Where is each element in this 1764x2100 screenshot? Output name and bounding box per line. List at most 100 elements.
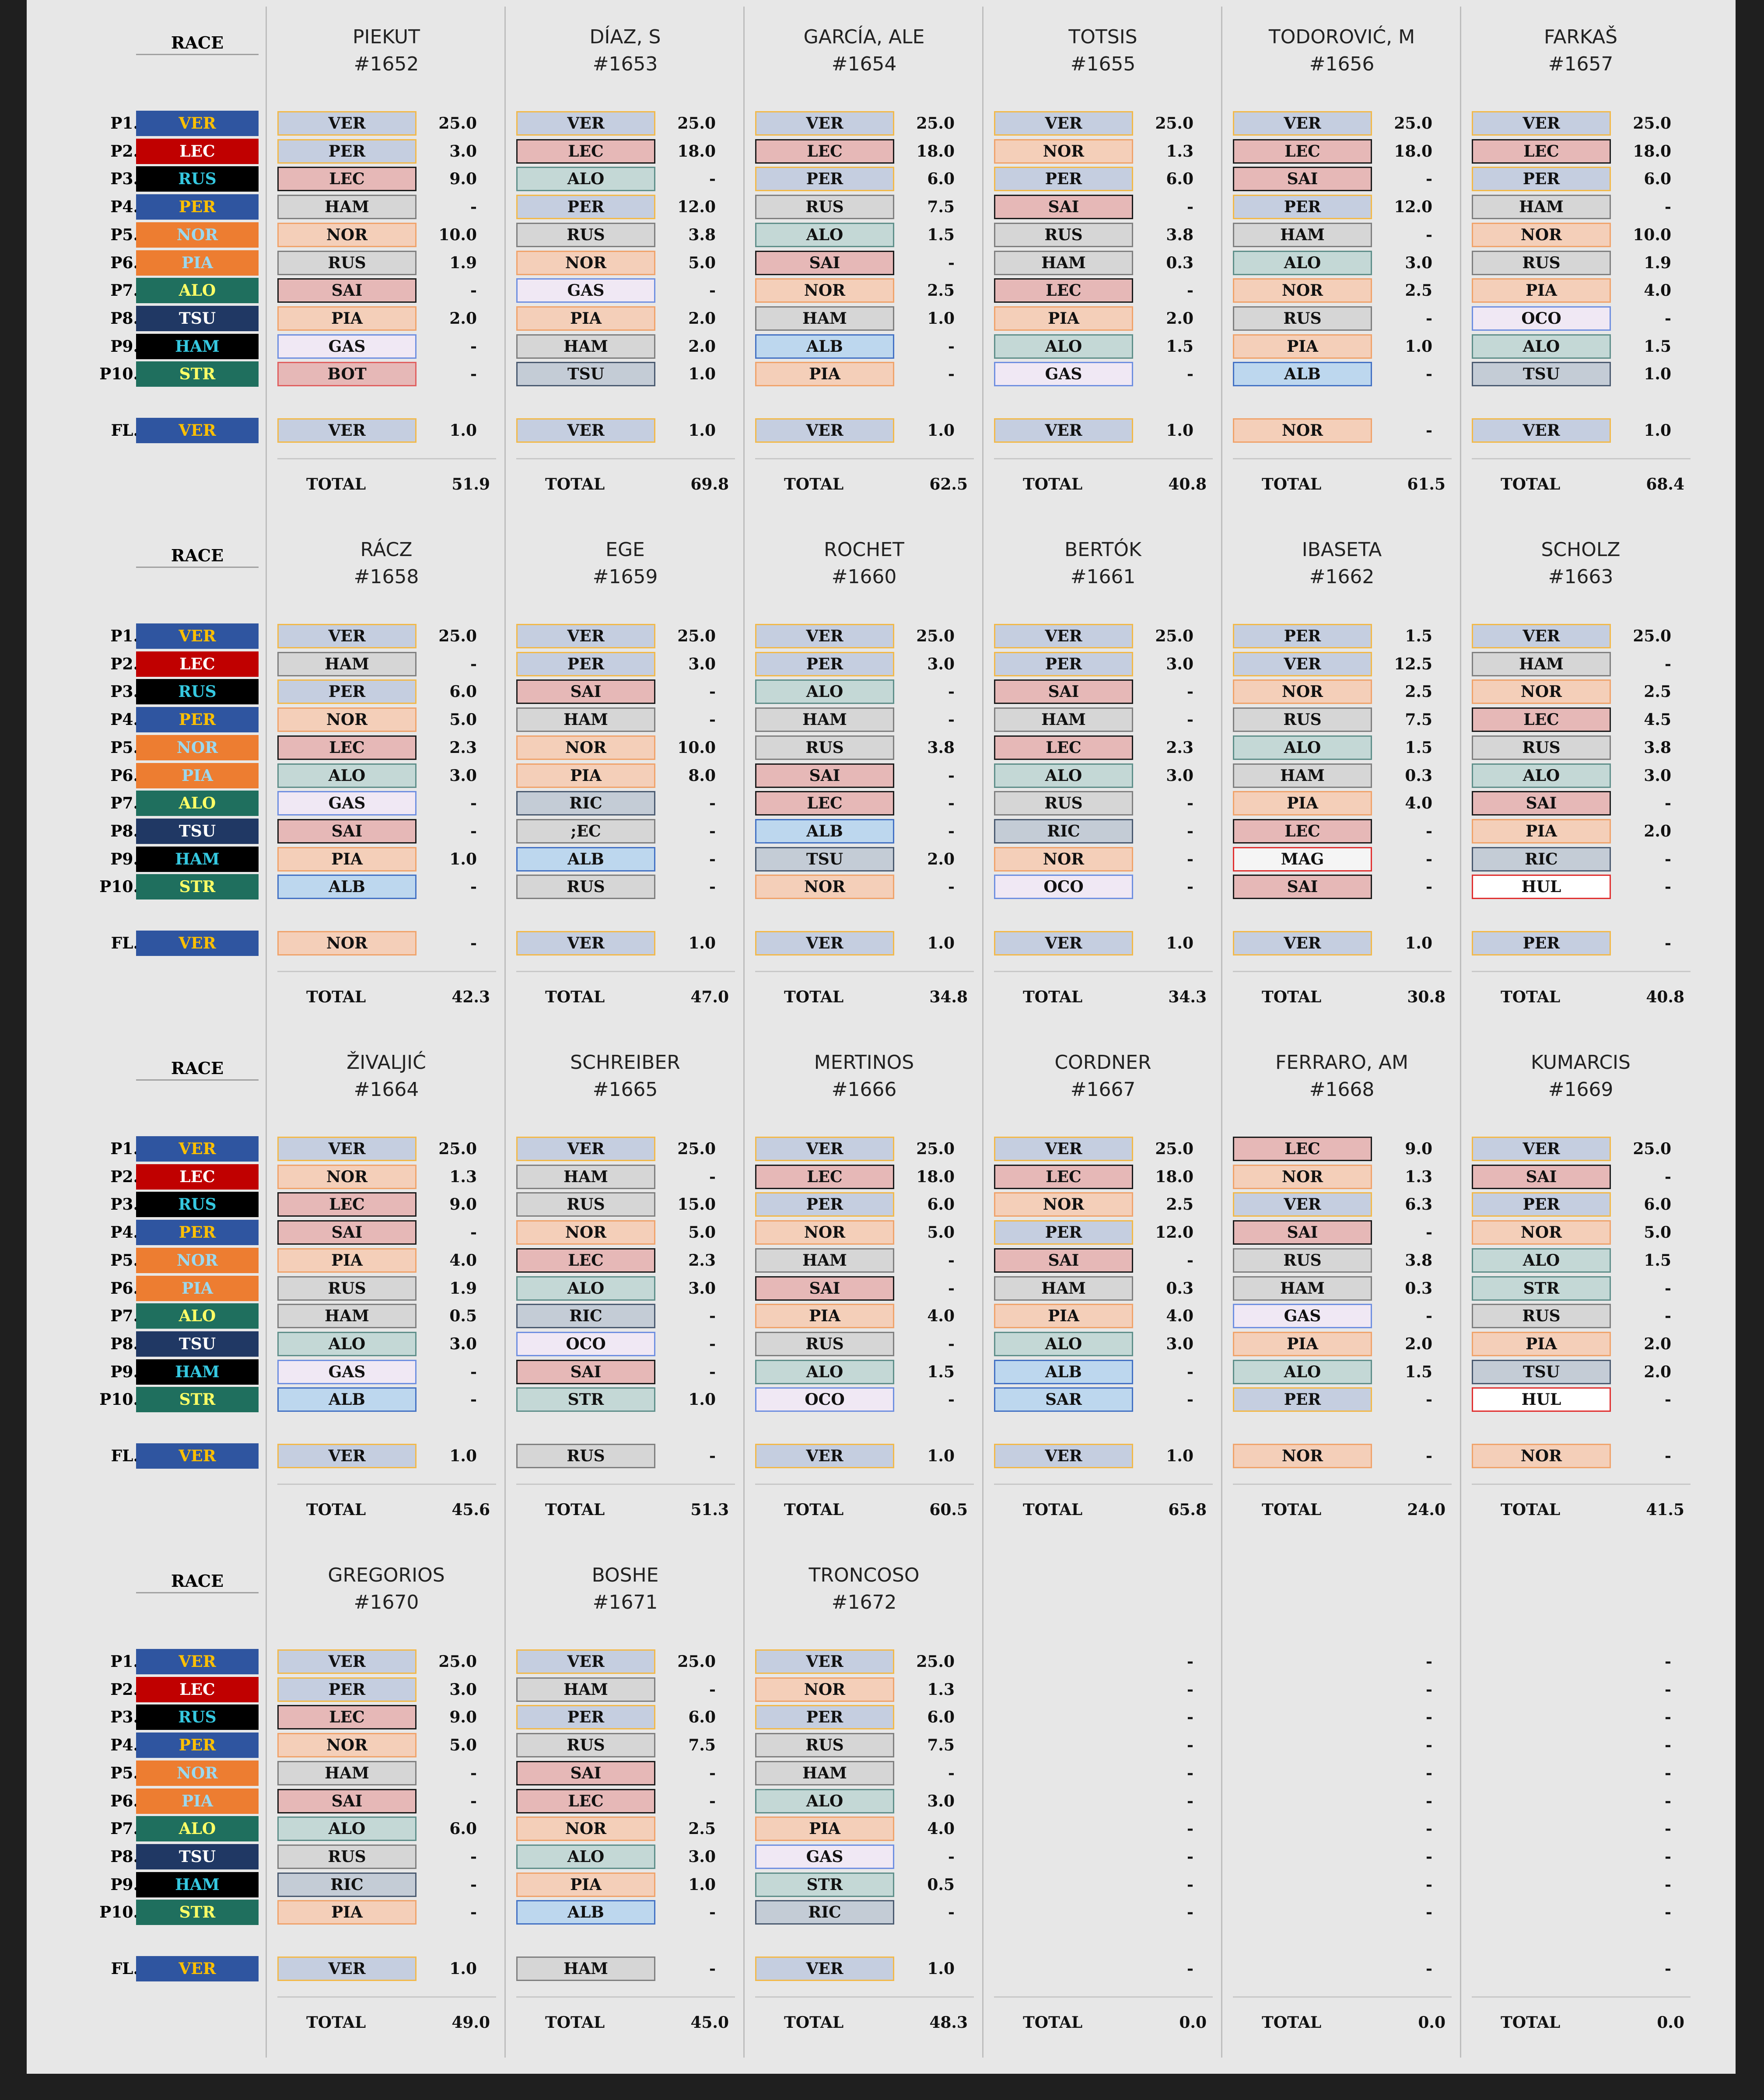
pick-chip: RIC — [1472, 847, 1611, 872]
race-driver-chip: STR — [136, 1900, 259, 1925]
participant-column: MERTINOS #1666 VER 25.0 LEC 18.0 PER 6.0 NOR 5.0 H… — [743, 1032, 984, 1545]
position-label: P4. — [110, 1223, 139, 1242]
pick-chip: RUS — [1472, 735, 1611, 760]
total-value: 45.0 — [690, 2013, 729, 2032]
pick-points: - — [1187, 281, 1194, 300]
pick-chip: VER — [994, 1137, 1133, 1161]
pick-chip: TSU — [755, 847, 894, 872]
pick-points: - — [1426, 878, 1432, 896]
fastest-lap-pick-chip: VER — [277, 418, 416, 443]
pick-points: - — [470, 365, 477, 384]
participant-name: EGE — [606, 539, 645, 561]
race-driver-chip: PIA — [136, 763, 259, 788]
pick-chip: PIA — [277, 1900, 416, 1925]
pick-points: - — [709, 682, 716, 701]
pick-chip: SAI — [1233, 875, 1372, 900]
participant-column: BOSHE #1671 VER 25.0 HAM - PER 6.0 RUS 7.5 SAI - LEC… — [504, 1545, 745, 2058]
pick-chip: PIA — [516, 763, 655, 788]
pick-chip: VER — [994, 624, 1133, 648]
pick-points: 25.0 — [1394, 114, 1432, 133]
pick-points: - — [1665, 198, 1671, 217]
total-divider — [1472, 458, 1690, 459]
pick-points: 0.5 — [927, 1875, 955, 1894]
pick-points: - — [470, 1903, 477, 1922]
pick-chip: ALO — [1472, 1248, 1611, 1273]
pick-points: 3.0 — [1166, 766, 1194, 785]
fastest-lap-points: 1.0 — [927, 1447, 955, 1465]
pick-chip: GAS — [994, 362, 1133, 387]
total-value: 24.0 — [1407, 1501, 1446, 1519]
total-value: 42.3 — [452, 988, 490, 1006]
pick-chip: ALO — [277, 763, 416, 788]
pick-points: 3.0 — [688, 1279, 716, 1298]
total-value: 51.9 — [452, 475, 490, 494]
pick-points: 18.0 — [916, 1167, 955, 1186]
position-label: P5. — [110, 738, 139, 757]
pick-points: - — [709, 822, 716, 840]
total-divider — [1233, 971, 1452, 972]
pick-chip: LEC — [755, 139, 894, 164]
fastest-lap-pick-chip: HAM — [516, 1956, 655, 1981]
race-driver-chip: ALO — [136, 1303, 259, 1329]
pick-chip: ALO — [1233, 1359, 1372, 1384]
pick-points: - — [470, 1223, 477, 1242]
pick-points: 4.0 — [1166, 1307, 1194, 1326]
pick-points: 6.0 — [927, 170, 955, 189]
fastest-lap-points: - — [1665, 1447, 1671, 1465]
pick-points: 25.0 — [1155, 114, 1194, 133]
pick-chip: TSU — [1472, 362, 1611, 387]
position-label: P8. — [110, 1847, 139, 1866]
pick-points: 2.0 — [927, 850, 955, 868]
pick-chip: NOR — [1472, 222, 1611, 247]
race-driver-chip: RUS — [136, 166, 259, 192]
pick-chip: STR — [755, 1872, 894, 1897]
total-value: 48.3 — [929, 2013, 968, 2032]
pick-chip: RUS — [755, 1733, 894, 1758]
total-divider — [994, 1484, 1213, 1485]
pick-points: 25.0 — [1633, 114, 1671, 133]
pick-points: 5.0 — [1644, 1223, 1671, 1242]
fastest-lap-points: - — [1426, 421, 1432, 440]
pick-points: - — [1187, 1251, 1194, 1270]
pick-chip: OCO — [994, 875, 1133, 900]
race-driver-chip: VER — [136, 1649, 259, 1674]
pick-points: 3.0 — [449, 1680, 477, 1699]
total-divider — [1472, 1996, 1690, 1998]
pick-points: - — [709, 1792, 716, 1810]
race-fastest-lap-chip: VER — [136, 1956, 259, 1981]
fastest-lap-pick-chip: NOR — [1233, 1444, 1372, 1468]
fastest-lap-points: - — [470, 934, 477, 952]
fastest-lap-points: 1.0 — [449, 421, 477, 440]
pick-points: - — [470, 1390, 477, 1409]
pick-points: 3.0 — [1405, 253, 1432, 272]
pick-points: 3.0 — [449, 1334, 477, 1353]
pick-chip: TSU — [1472, 1359, 1611, 1384]
position-label: P7. — [110, 281, 139, 300]
pick-points: 1.9 — [449, 253, 477, 272]
pick-points: - — [1426, 170, 1432, 189]
pick-points: 7.5 — [1405, 710, 1432, 729]
participant-column: ROCHET #1660 VER 25.0 PER 3.0 ALO - HAM - RUS 3.8 SA… — [743, 519, 984, 1032]
pick-chip: PER — [755, 651, 894, 676]
pick-points: 10.0 — [438, 225, 477, 244]
participant-column: KUMARCIS #1669 VER 25.0 SAI - PER 6.0 NOR 5.0 ALO 1… — [1460, 1032, 1700, 1545]
participant-number: #1670 — [354, 1591, 419, 1614]
participant-column: GREGORIOS #1670 VER 25.0 PER 3.0 LEC 9.0 NOR 5.0 H… — [266, 1545, 506, 2058]
pick-chip: HUL — [1472, 1387, 1611, 1412]
fastest-lap-points: - — [1665, 1960, 1671, 1978]
fastest-lap-pick-chip: VER — [755, 931, 894, 956]
pick-chip: PIA — [755, 1816, 894, 1841]
pick-chip: SAI — [1472, 791, 1611, 816]
fastest-lap-label: FL. — [111, 934, 139, 952]
position-label: P9. — [110, 850, 139, 868]
pick-points: - — [709, 1307, 716, 1326]
pick-chip: NOR — [516, 1220, 655, 1245]
pick-chip: GAS — [277, 334, 416, 359]
participant-name: BOSHE — [592, 1564, 659, 1586]
pick-chip: PER — [277, 679, 416, 704]
pick-chip: SAI — [1233, 1220, 1372, 1245]
pick-points: 1.0 — [688, 1875, 716, 1894]
total-value: 45.6 — [452, 1501, 490, 1519]
pick-points: 1.5 — [1405, 627, 1432, 645]
pick-chip: VER — [1472, 1137, 1611, 1161]
